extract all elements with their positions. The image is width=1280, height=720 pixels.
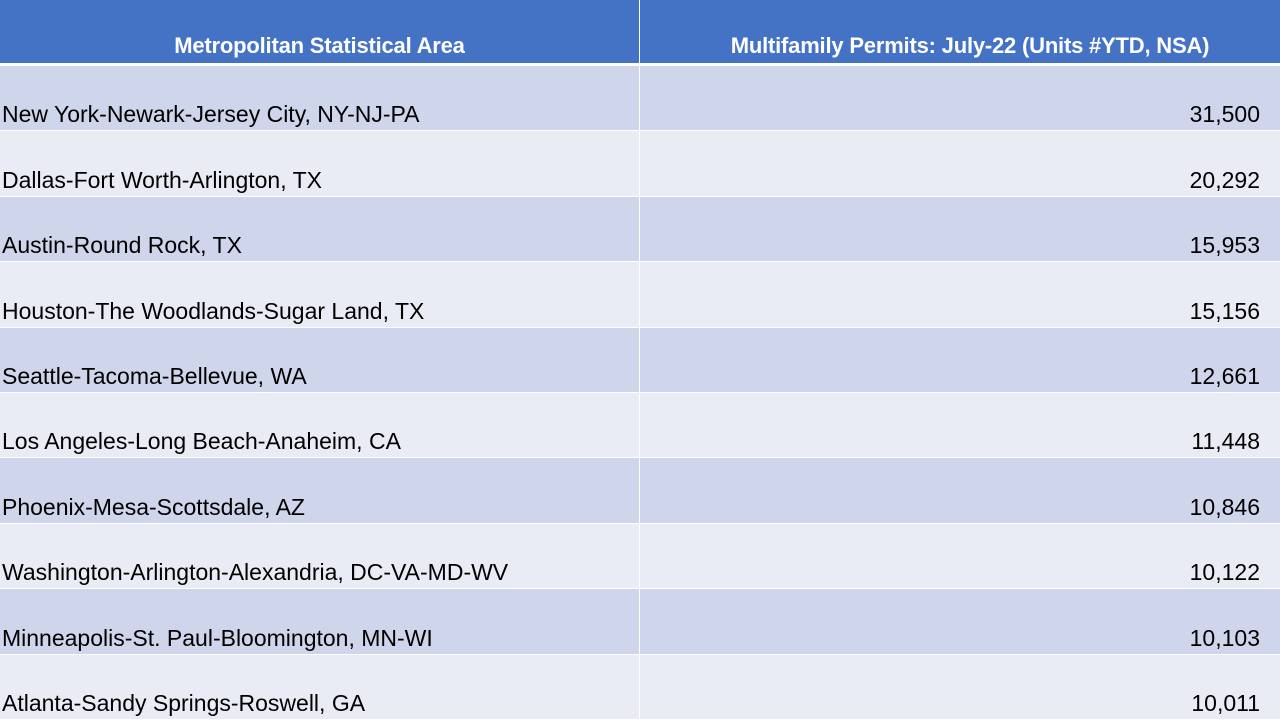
table-row-permits: 12,661 (640, 327, 1280, 393)
table-row-area: Atlanta-Sandy Springs-Roswell, GA (0, 654, 640, 720)
table-row-area: Washington-Arlington-Alexandria, DC-VA-M… (0, 523, 640, 590)
table-row-permits: 11,448 (640, 392, 1280, 459)
table-row-permits: 15,953 (640, 196, 1280, 263)
table-row-area: Dallas-Fort Worth-Arlington, TX (0, 131, 640, 197)
table-row-permits: 31,500 (640, 66, 1280, 132)
table-row-area: Austin-Round Rock, TX (0, 196, 640, 263)
column-header-permits: Multifamily Permits: July-22 (Units #YTD… (640, 0, 1280, 66)
table-row-permits: 10,103 (640, 589, 1280, 655)
table-row-area: Seattle-Tacoma-Bellevue, WA (0, 327, 640, 393)
table-row-area: Minneapolis-St. Paul-Bloomington, MN-WI (0, 589, 640, 655)
table-row-area: Houston-The Woodlands-Sugar Land, TX (0, 262, 640, 328)
column-header-area: Metropolitan Statistical Area (0, 0, 640, 66)
table-row-permits: 10,011 (640, 654, 1280, 720)
table-row-permits: 10,122 (640, 523, 1280, 590)
table-row-permits: 15,156 (640, 262, 1280, 328)
table-row-permits: 20,292 (640, 131, 1280, 197)
table-row-permits: 10,846 (640, 458, 1280, 524)
table-row-area: New York-Newark-Jersey City, NY-NJ-PA (0, 66, 640, 132)
table-row-area: Phoenix-Mesa-Scottsdale, AZ (0, 458, 640, 524)
table-row-area: Los Angeles-Long Beach-Anaheim, CA (0, 392, 640, 459)
